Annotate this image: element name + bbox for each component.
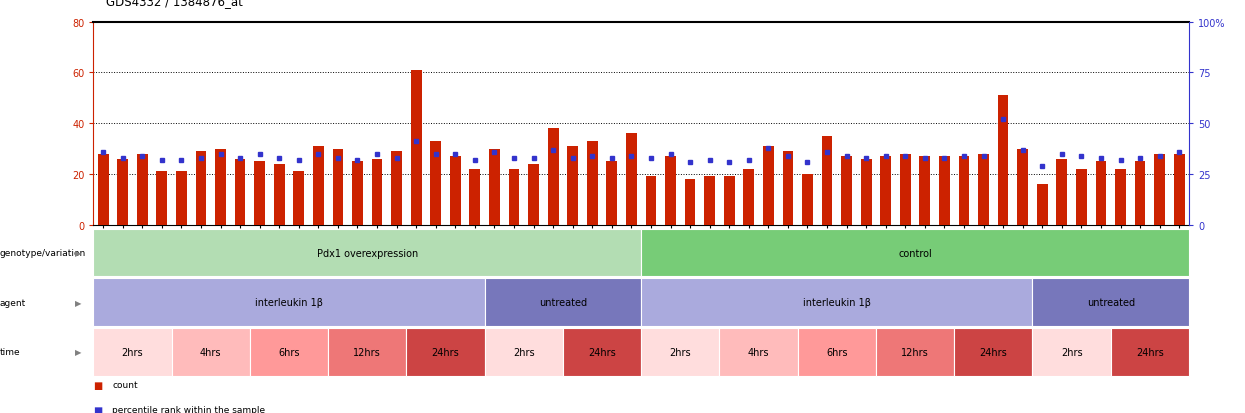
- Bar: [939, 157, 950, 225]
- Bar: [606, 162, 618, 225]
- Bar: [1057, 159, 1067, 225]
- Bar: [920, 157, 930, 225]
- Bar: [1076, 169, 1087, 225]
- Text: Pdx1 overexpression: Pdx1 overexpression: [316, 248, 418, 258]
- Text: 24hrs: 24hrs: [980, 347, 1007, 357]
- Bar: [528, 164, 539, 225]
- Text: ■: ■: [93, 405, 102, 413]
- Text: 4hrs: 4hrs: [200, 347, 222, 357]
- Bar: [802, 174, 813, 225]
- Text: genotype/variation: genotype/variation: [0, 249, 86, 257]
- Bar: [723, 177, 735, 225]
- Bar: [842, 157, 852, 225]
- Text: time: time: [0, 348, 21, 356]
- Bar: [1174, 154, 1184, 225]
- Bar: [176, 172, 187, 225]
- Text: 24hrs: 24hrs: [432, 347, 459, 357]
- Text: untreated: untreated: [539, 297, 586, 308]
- Bar: [880, 157, 891, 225]
- Bar: [743, 169, 754, 225]
- Bar: [1037, 185, 1047, 225]
- Bar: [665, 157, 676, 225]
- Text: percentile rank within the sample: percentile rank within the sample: [112, 405, 265, 413]
- Bar: [411, 71, 422, 225]
- Text: 6hrs: 6hrs: [827, 347, 848, 357]
- Bar: [391, 152, 402, 225]
- Text: 2hrs: 2hrs: [670, 347, 691, 357]
- Bar: [860, 159, 872, 225]
- Text: ▶: ▶: [75, 298, 82, 307]
- Bar: [235, 159, 245, 225]
- Bar: [997, 96, 1008, 225]
- Bar: [469, 169, 481, 225]
- Bar: [568, 147, 578, 225]
- Bar: [372, 159, 382, 225]
- Bar: [1154, 154, 1165, 225]
- Bar: [1017, 149, 1028, 225]
- Bar: [449, 157, 461, 225]
- Text: 2hrs: 2hrs: [1061, 347, 1082, 357]
- Bar: [489, 149, 499, 225]
- Text: 4hrs: 4hrs: [748, 347, 769, 357]
- Text: 6hrs: 6hrs: [279, 347, 300, 357]
- Text: 24hrs: 24hrs: [1135, 347, 1164, 357]
- Bar: [117, 159, 128, 225]
- Bar: [783, 152, 793, 225]
- Bar: [137, 154, 148, 225]
- Text: 24hrs: 24hrs: [588, 347, 616, 357]
- Bar: [1134, 162, 1145, 225]
- Bar: [586, 142, 598, 225]
- Text: ▶: ▶: [75, 249, 82, 257]
- Bar: [900, 154, 910, 225]
- Bar: [646, 177, 656, 225]
- Text: agent: agent: [0, 298, 26, 307]
- Text: interleukin 1β: interleukin 1β: [803, 297, 870, 308]
- Text: control: control: [898, 248, 933, 258]
- Bar: [705, 177, 715, 225]
- Bar: [626, 134, 636, 225]
- Text: GDS4332 / 1384876_at: GDS4332 / 1384876_at: [106, 0, 243, 8]
- Bar: [352, 162, 362, 225]
- Bar: [979, 154, 989, 225]
- Bar: [548, 129, 559, 225]
- Bar: [215, 149, 225, 225]
- Text: ■: ■: [93, 380, 102, 390]
- Text: interleukin 1β: interleukin 1β: [255, 297, 322, 308]
- Bar: [195, 152, 207, 225]
- Text: untreated: untreated: [1087, 297, 1134, 308]
- Text: 12hrs: 12hrs: [901, 347, 929, 357]
- Bar: [1116, 169, 1125, 225]
- Text: 2hrs: 2hrs: [513, 347, 534, 357]
- Bar: [332, 149, 344, 225]
- Bar: [1096, 162, 1107, 225]
- Bar: [822, 137, 833, 225]
- Bar: [98, 154, 108, 225]
- Bar: [959, 157, 970, 225]
- Bar: [431, 142, 441, 225]
- Text: count: count: [112, 380, 138, 389]
- Bar: [312, 147, 324, 225]
- Bar: [763, 147, 773, 225]
- Bar: [274, 164, 285, 225]
- Bar: [685, 180, 696, 225]
- Bar: [509, 169, 519, 225]
- Bar: [294, 172, 304, 225]
- Bar: [254, 162, 265, 225]
- Bar: [157, 172, 167, 225]
- Text: ▶: ▶: [75, 348, 82, 356]
- Text: 12hrs: 12hrs: [354, 347, 381, 357]
- Text: 2hrs: 2hrs: [122, 347, 143, 357]
